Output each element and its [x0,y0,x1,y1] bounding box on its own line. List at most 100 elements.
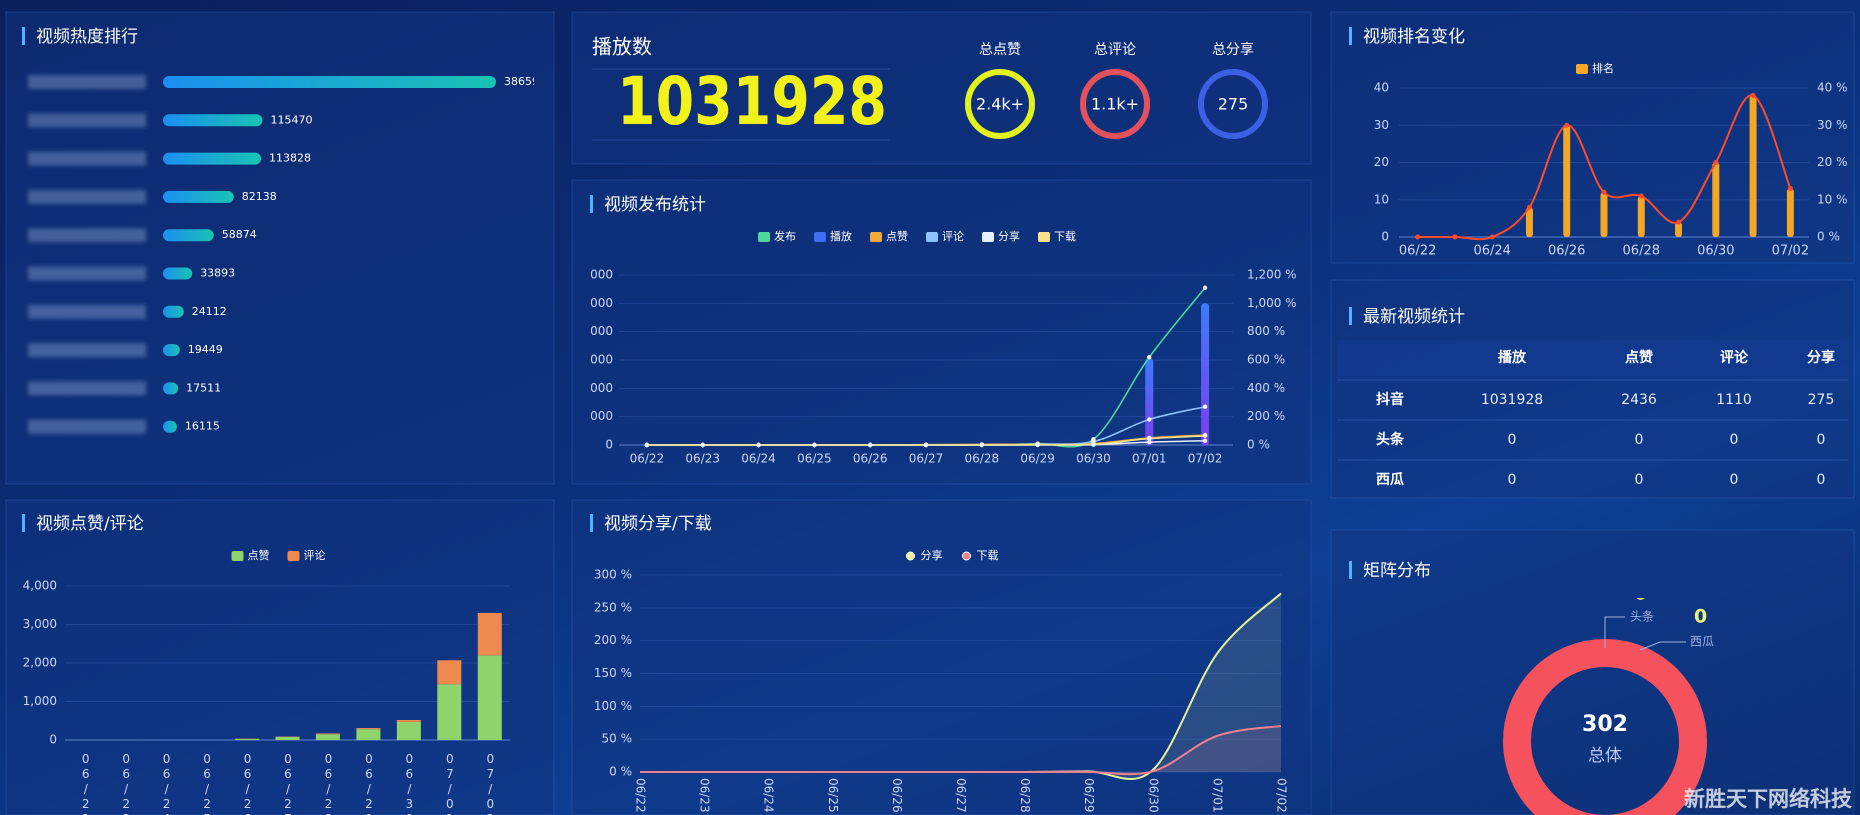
y-tick-label: 30 % [1817,118,1848,132]
cell: 0 [1508,472,1517,488]
point [1564,122,1570,128]
x-tick-label: 06/24 [1473,244,1510,259]
legend-label: 点赞 [886,230,908,243]
bar [1525,207,1533,237]
bar [437,684,462,740]
panel-title: 视频分享/下载 [604,514,712,534]
bar [1563,125,1571,237]
x-tick-label: 06/28 [1018,778,1032,813]
point [1638,193,1644,199]
x-tick-label: 06/23 [685,452,720,466]
blurred-name [28,381,146,396]
x-tick-label: 06/30 [1076,452,1111,466]
x-tick-label: 06/24 [160,752,174,815]
row-header: 抖音 [1376,391,1404,408]
point [1713,160,1719,165]
x-tick-label: 06/26 [241,752,255,815]
legend-label: 评论 [942,229,964,243]
kpi-label: 总评论 [1094,42,1136,58]
legend-label: 下载 [1054,230,1076,243]
point [1202,433,1208,438]
watermark: 新胜天下网络科技 [1684,787,1853,811]
y-tick-label: 200 % [594,633,632,647]
bar [163,305,184,318]
point [1601,189,1607,195]
matrix-chart: 302 总体 头条 0 西瓜 0 [1503,598,1714,815]
bar [235,738,260,740]
bar [477,612,502,656]
y-tick-label: 4,000 [23,579,57,593]
cell: 0 [1635,472,1644,488]
y-tick-label: 1,200 % [1247,268,1297,282]
title-bar [1349,307,1352,325]
slice-label: 头条 [1630,610,1654,624]
point [1489,234,1495,240]
blurred-name [28,419,146,434]
column-header: 分享 [1807,349,1835,366]
column-header: 评论 [1720,349,1749,366]
value-label: 24112 [192,305,227,318]
legend-marker [870,232,882,242]
point [1676,219,1682,225]
legend-marker [231,551,244,561]
y-tick-label: 50 % [602,732,633,746]
like-chart: 0 1,000 2,000 3,000 4,000 06/22 06/23 06/24 06/2… [23,548,510,815]
bar [163,420,177,433]
legend-label: 排名 [1592,61,1614,75]
y-tick-label: 0 % [609,765,632,779]
slice-value: 0 [1694,606,1707,628]
legend-label: 分享 [921,548,943,562]
legend-marker [1576,64,1588,74]
legend-label: 发布 [774,229,796,243]
y-tick-label: 1,000 [23,694,57,708]
y-tick-label: 100 % [594,699,632,713]
bar [163,229,214,242]
point [867,442,873,448]
panel [1330,529,1855,815]
point [979,442,985,448]
x-tick-label: 06/24 [741,452,776,466]
x-tick-label: 06/27 [281,752,295,815]
kpi-ring [1080,69,1150,139]
x-tick-label: 06/30 [402,752,416,815]
panel-title: 视频热度排行 [36,27,138,47]
bar [396,719,421,722]
x-tick-label: 06/25 [797,452,832,466]
y-tick-label: 200,000 [563,409,613,423]
legend-marker [962,551,971,561]
bar [1675,222,1683,237]
bar [315,733,340,735]
bar [275,736,300,740]
legend-label: 分享 [998,229,1020,243]
bar [163,344,180,357]
point [1750,92,1756,98]
x-tick-label: 06/26 [1548,244,1585,259]
point [1787,186,1793,192]
panel [1330,279,1855,499]
point [1415,234,1421,240]
legend-marker [287,551,300,561]
cell: 0 [1730,432,1739,448]
x-tick-label: 06/22 [630,452,665,466]
value-label: 33893 [200,267,235,280]
y-tick-label: 20 % [1817,155,1848,169]
point [1091,442,1096,447]
bar [1600,192,1608,237]
rank-change-chart: 0 10 20 30 40 0 % 10 % 20 % 30 % 40 % 06/22 06/24 06… [1374,61,1848,259]
y-tick-label: 30 [1374,118,1389,132]
x-tick-label: 06/29 [1082,778,1096,813]
point [1147,439,1152,445]
title-bar [22,27,25,45]
x-tick-label: 07/01 [443,752,457,815]
bar [1145,358,1154,445]
total-value: 302 [1582,712,1628,737]
cell: 0 [1817,432,1826,448]
panel [571,179,1312,485]
value-label: 386590 [504,75,546,88]
column-header: 播放 [1498,349,1527,366]
legend-label: 点赞 [248,549,270,562]
kpi-ring [965,69,1035,139]
leader-line [1604,616,1625,648]
